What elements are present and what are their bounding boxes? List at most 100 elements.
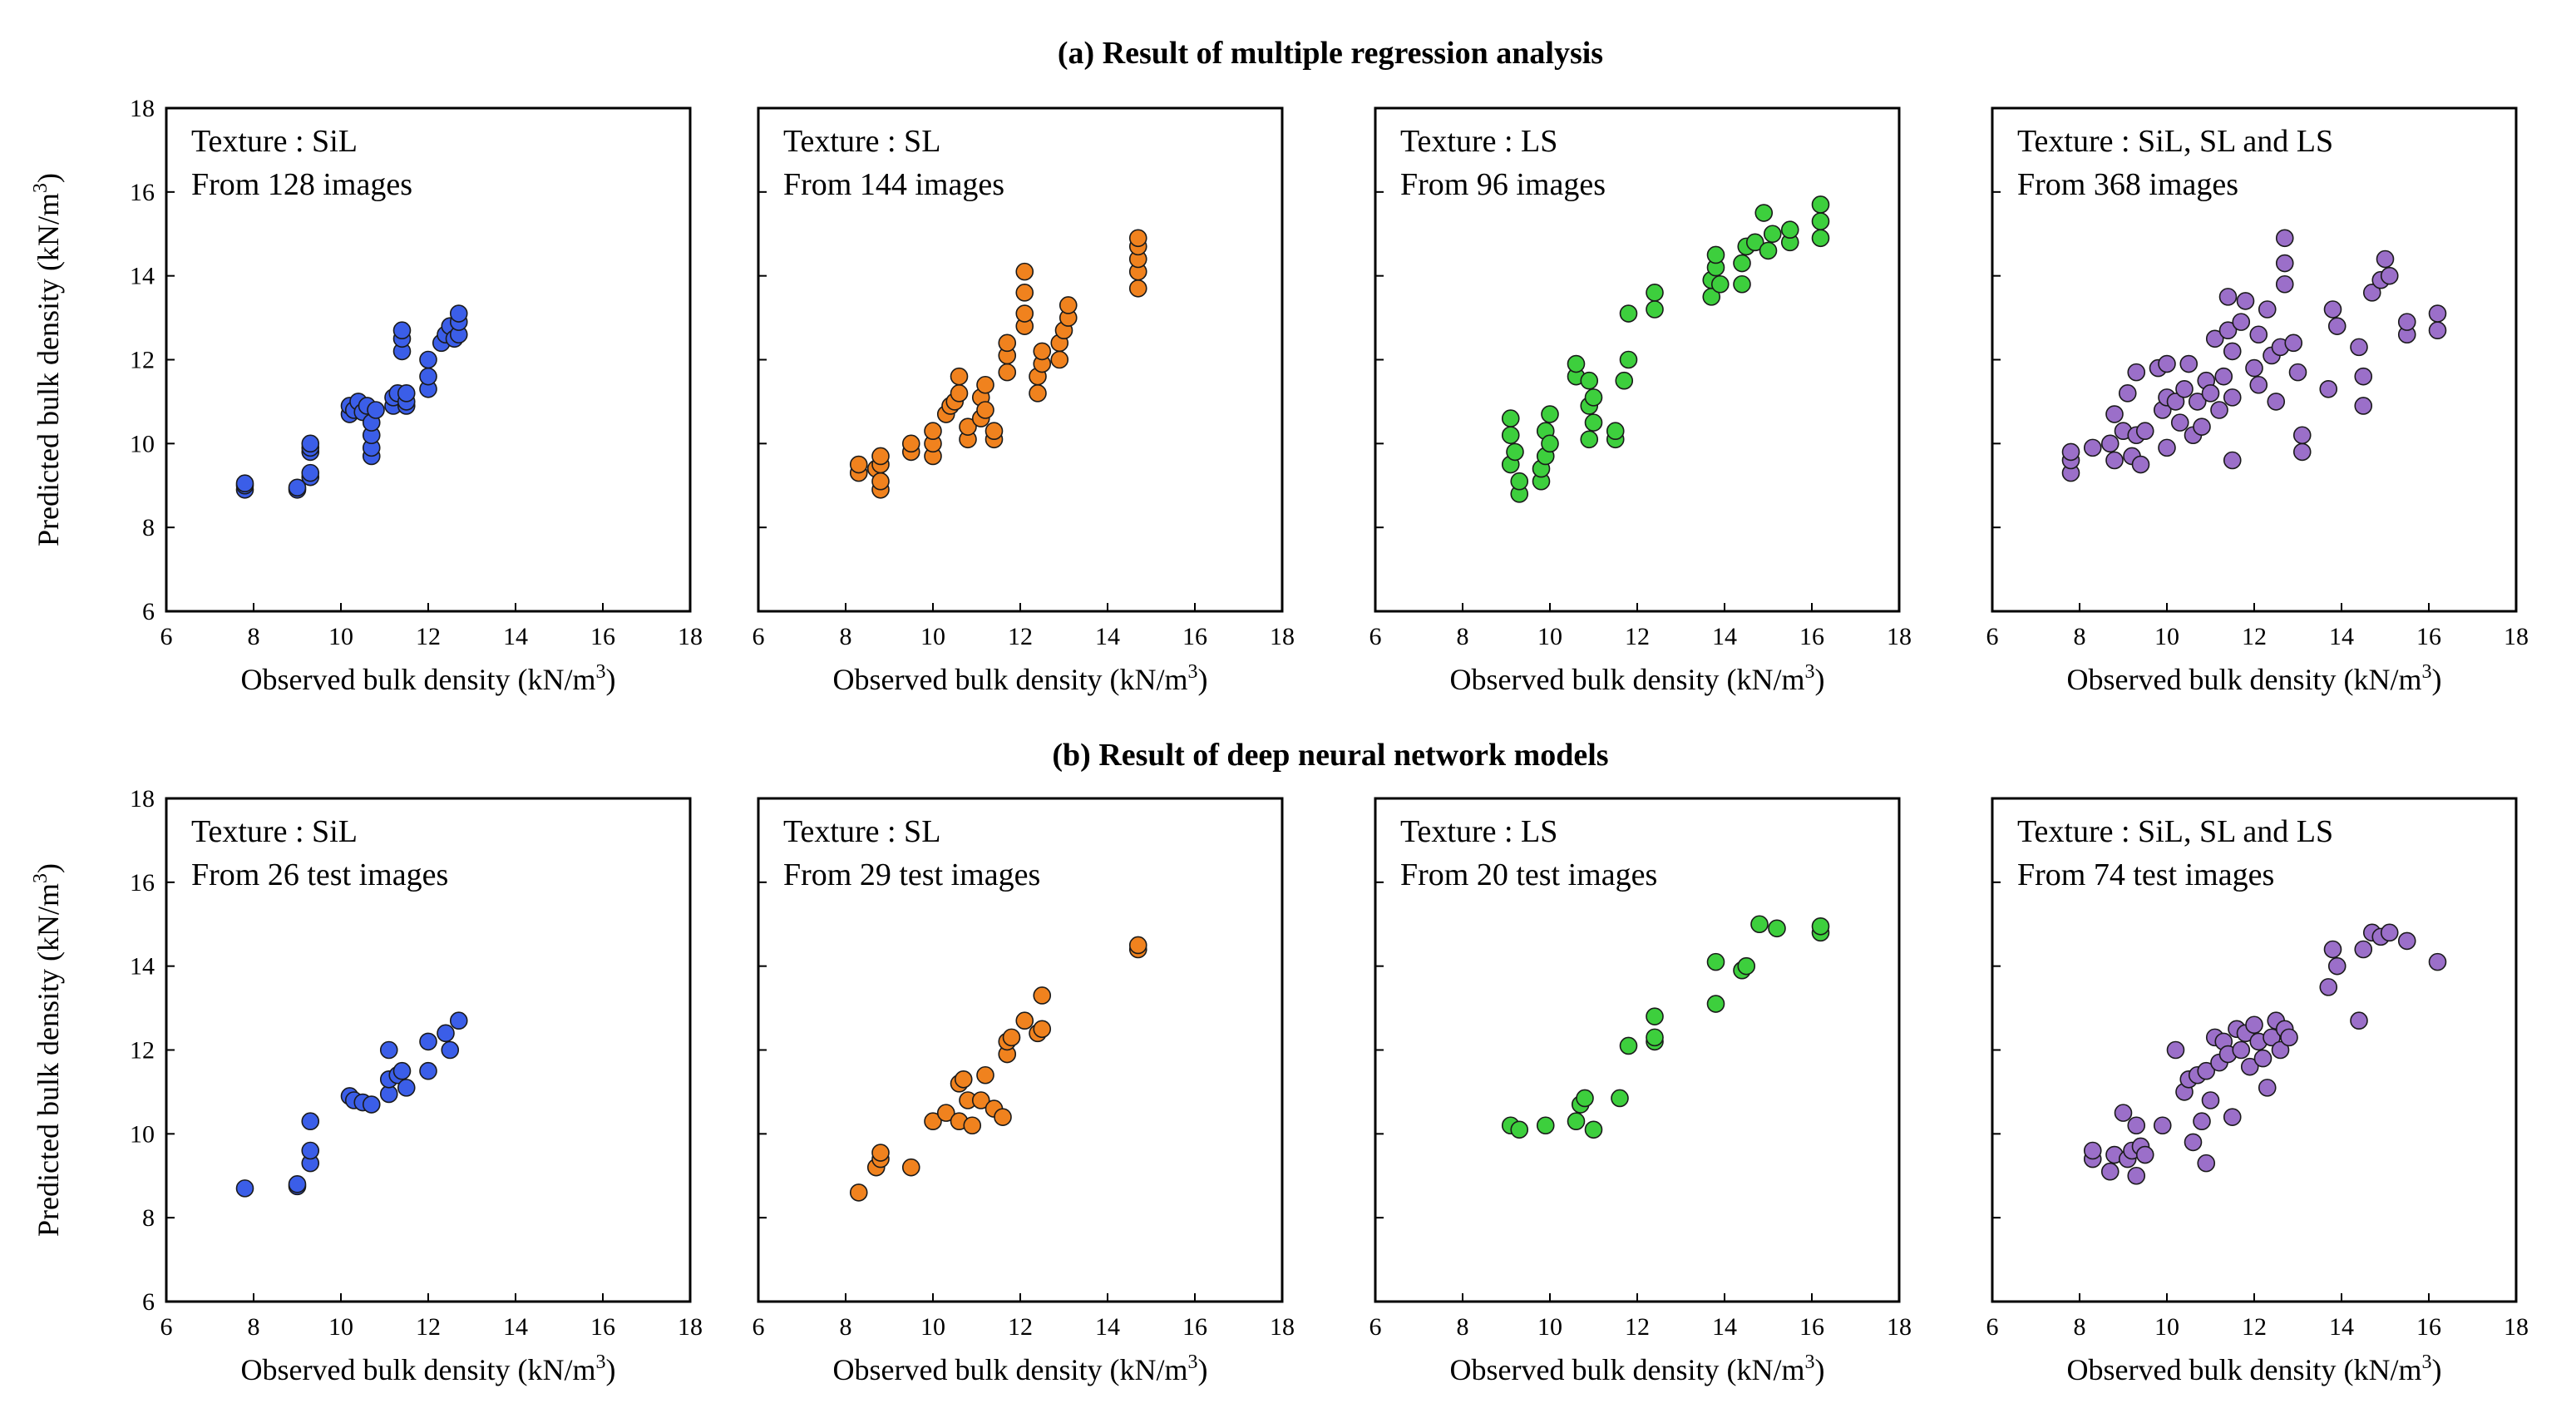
- data-point: [2327, 956, 2347, 976]
- panel-texture-label: Texture : SiL, SL and LS: [2017, 814, 2333, 849]
- data-point: [2127, 363, 2146, 382]
- data-point: [2362, 284, 2381, 302]
- x-tick-label: 10: [328, 1313, 353, 1341]
- data-point: [1536, 1116, 1555, 1135]
- data-point: [1619, 1036, 1638, 1055]
- data-point: [1710, 274, 1730, 294]
- data-point: [2083, 1141, 2102, 1160]
- scatter-panel-a-ls: 6 8 10 12 14 16 18 Texture : LS From 96 images Ob…: [1369, 106, 1912, 696]
- data-point: [849, 455, 868, 474]
- data-point: [2223, 451, 2242, 470]
- data-point: [449, 1011, 468, 1030]
- data-point: [1510, 1120, 1529, 1139]
- x-tick-label: 12: [2242, 623, 2267, 650]
- data-point: [936, 1104, 955, 1122]
- panel-texture-label: Texture : LS: [1400, 814, 1557, 849]
- x-tick-label: 16: [2416, 1313, 2441, 1341]
- x-axis-label: Observed bulk density (kN/m3): [1450, 1351, 1825, 1386]
- data-point: [1584, 413, 1603, 432]
- x-axis-label-exp: 3: [1804, 1351, 1814, 1373]
- data-point: [2223, 342, 2242, 361]
- data-point: [1811, 229, 1830, 248]
- data-point: [1811, 917, 1830, 936]
- x-tick-label: 8: [2074, 623, 2086, 650]
- data-point: [2061, 442, 2080, 462]
- data-point: [2275, 254, 2294, 273]
- data-point: [2275, 229, 2294, 248]
- section-b-title: (b) Result of deep neural network models: [1052, 738, 1608, 773]
- x-tick-label: 12: [416, 1313, 441, 1341]
- data-point: [2188, 393, 2207, 411]
- panel-count-label: From 144 images: [783, 167, 1004, 202]
- y-tick-label: 18: [130, 785, 155, 813]
- data-point: [976, 401, 994, 419]
- x-tick-label: 18: [1887, 1313, 1912, 1341]
- x-tick-label: 8: [248, 1313, 260, 1341]
- x-tick-label: 6: [160, 623, 173, 650]
- data-point: [2158, 438, 2176, 457]
- data-point: [2158, 354, 2176, 373]
- x-tick-label: 8: [1457, 623, 1469, 650]
- data-point: [2105, 405, 2124, 423]
- x-tick-label: 18: [1887, 623, 1912, 650]
- y-axis-label-text: Predicted bulk density (kN/m: [32, 883, 65, 1237]
- data-point: [2428, 321, 2447, 340]
- data-point: [1501, 409, 1520, 427]
- x-tick-label: 10: [2154, 1313, 2179, 1341]
- data-point: [901, 434, 920, 453]
- panel-texture-label: Texture : SiL: [191, 814, 358, 849]
- y-axis-label-text: Predicted bulk density (kN/m: [32, 193, 65, 546]
- data-point: [2179, 354, 2198, 373]
- x-tick-label: 8: [1457, 1313, 1469, 1341]
- data-point: [1541, 434, 1559, 453]
- x-axis-label-text: Observed bulk density (kN/m: [833, 1353, 1188, 1386]
- x-axis-label-text: Observed bulk density (kN/m: [833, 663, 1188, 696]
- data-point: [2236, 292, 2255, 310]
- x-tick-label: 10: [328, 623, 353, 650]
- data-point: [1506, 442, 1524, 462]
- data-point: [924, 1112, 942, 1131]
- data-point: [2380, 923, 2399, 942]
- data-point: [950, 384, 969, 403]
- data-point: [2114, 1104, 2133, 1122]
- x-tick-label: 6: [753, 623, 765, 650]
- data-point: [2127, 1116, 2146, 1135]
- panel-texture-label: Texture : SiL, SL and LS: [2017, 124, 2333, 159]
- x-axis-label: Observed bulk density (kN/m3): [1450, 661, 1825, 696]
- x-tick-label: 14: [503, 1313, 528, 1341]
- x-axis-label-exp: 3: [595, 1351, 605, 1373]
- x-tick-label: 14: [503, 623, 528, 650]
- data-point: [2201, 1091, 2220, 1109]
- panels: 6 8 10 12 14 16 18 6 8 10 12 14 16 18 Texture : SiL Fro…: [30, 95, 2529, 1386]
- data-point: [288, 1175, 307, 1193]
- data-point: [2118, 384, 2137, 403]
- x-axis-label: Observed bulk density (kN/m3): [833, 1351, 1208, 1386]
- data-point: [2100, 1162, 2120, 1181]
- data-point: [437, 1024, 455, 1043]
- data-point: [2323, 940, 2342, 959]
- data-point: [963, 1116, 982, 1135]
- y-tick-label: 6: [142, 598, 155, 625]
- x-tick-label: 6: [1369, 1313, 1382, 1341]
- data-point: [301, 434, 320, 453]
- data-point: [2288, 363, 2307, 382]
- y-tick-label: 14: [130, 953, 155, 981]
- panel-count-label: From 368 images: [2017, 167, 2238, 202]
- x-tick-label: 16: [1799, 623, 1824, 650]
- data-point: [235, 1179, 254, 1198]
- data-point: [2135, 1145, 2154, 1164]
- data-point: [924, 422, 942, 441]
- x-tick-label: 18: [1270, 623, 1295, 650]
- data-point: [1580, 371, 1599, 390]
- data-point: [367, 401, 385, 419]
- data-point: [1015, 1011, 1034, 1030]
- data-point: [1763, 225, 1782, 244]
- data-point: [2397, 313, 2416, 331]
- data-point: [419, 350, 437, 369]
- x-axis-label: Observed bulk density (kN/m3): [833, 661, 1208, 696]
- data-point: [301, 1112, 320, 1131]
- data-point: [998, 334, 1017, 353]
- data-point: [1501, 426, 1520, 445]
- y-tick-label: 14: [130, 263, 155, 290]
- y-tick-label: 10: [130, 1120, 155, 1148]
